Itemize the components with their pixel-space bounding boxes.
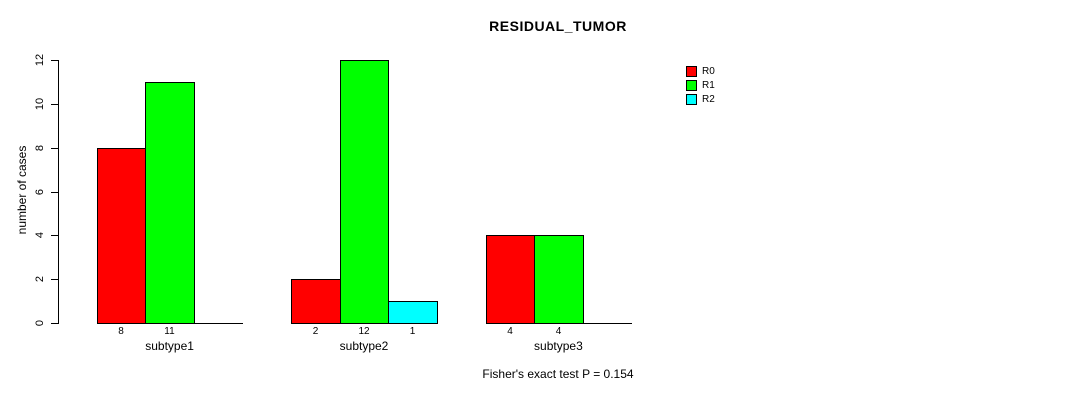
legend-item-R1: R1 (686, 78, 715, 92)
y-axis-tick (51, 323, 58, 324)
legend-label-R0: R0 (702, 65, 715, 77)
y-axis-tick (51, 235, 58, 236)
y-axis-tick (51, 148, 58, 149)
y-axis-tick-label: 2 (34, 275, 46, 283)
bar-subtype2-R2 (388, 301, 438, 324)
y-axis-tick-label: 4 (34, 231, 46, 239)
bar-subtype3-R1 (534, 235, 584, 324)
bar-value-subtype3-R0: 4 (507, 326, 513, 337)
legend-label-R1: R1 (702, 79, 715, 91)
legend-item-R0: R0 (686, 64, 715, 78)
legend-swatch-R2-icon (686, 93, 697, 105)
legend-label-R2: R2 (702, 93, 715, 105)
bar-subtype1-R1 (145, 82, 195, 324)
category-label-subtype2: subtype2 (339, 339, 389, 353)
bar-value-subtype1-R1: 11 (164, 326, 175, 337)
y-axis-tick-label: 12 (34, 53, 46, 67)
legend-item-R2: R2 (686, 92, 715, 106)
bar-value-subtype2-R0: 2 (312, 326, 319, 337)
y-axis-tick (51, 279, 58, 280)
category-label-subtype1: subtype1 (145, 339, 194, 353)
y-axis-tick (51, 60, 58, 61)
y-axis-line (58, 60, 59, 324)
y-axis-tick (51, 104, 58, 105)
category-label-subtype3: subtype3 (534, 339, 583, 353)
y-axis-tick-label: 8 (34, 144, 46, 152)
legend: R0 R1 R2 (686, 64, 715, 106)
y-axis-tick (51, 192, 58, 193)
chart-title: RESIDUAL_TUMOR (489, 18, 627, 34)
y-axis-tick-label: 6 (34, 188, 46, 196)
y-axis-tick-label: 0 (34, 319, 46, 327)
bar-subtype2-R1 (340, 60, 389, 324)
bar-value-subtype3-R1: 4 (555, 326, 562, 337)
bar-subtype1-R0 (97, 148, 146, 324)
y-axis-title: number of cases (15, 145, 29, 235)
bar-value-subtype2-R2: 1 (409, 326, 416, 337)
bar-subtype3-R0 (486, 235, 535, 324)
y-axis-tick-label: 10 (34, 97, 46, 111)
bar-subtype2-R0 (291, 279, 341, 324)
bar-value-subtype2-R1: 12 (358, 326, 370, 337)
bar-value-subtype1-R0: 8 (118, 326, 124, 337)
statistical-test-annotation: Fisher's exact test P = 0.154 (482, 367, 634, 381)
legend-swatch-R1-icon (686, 79, 697, 91)
legend-swatch-R0-icon (686, 65, 697, 77)
